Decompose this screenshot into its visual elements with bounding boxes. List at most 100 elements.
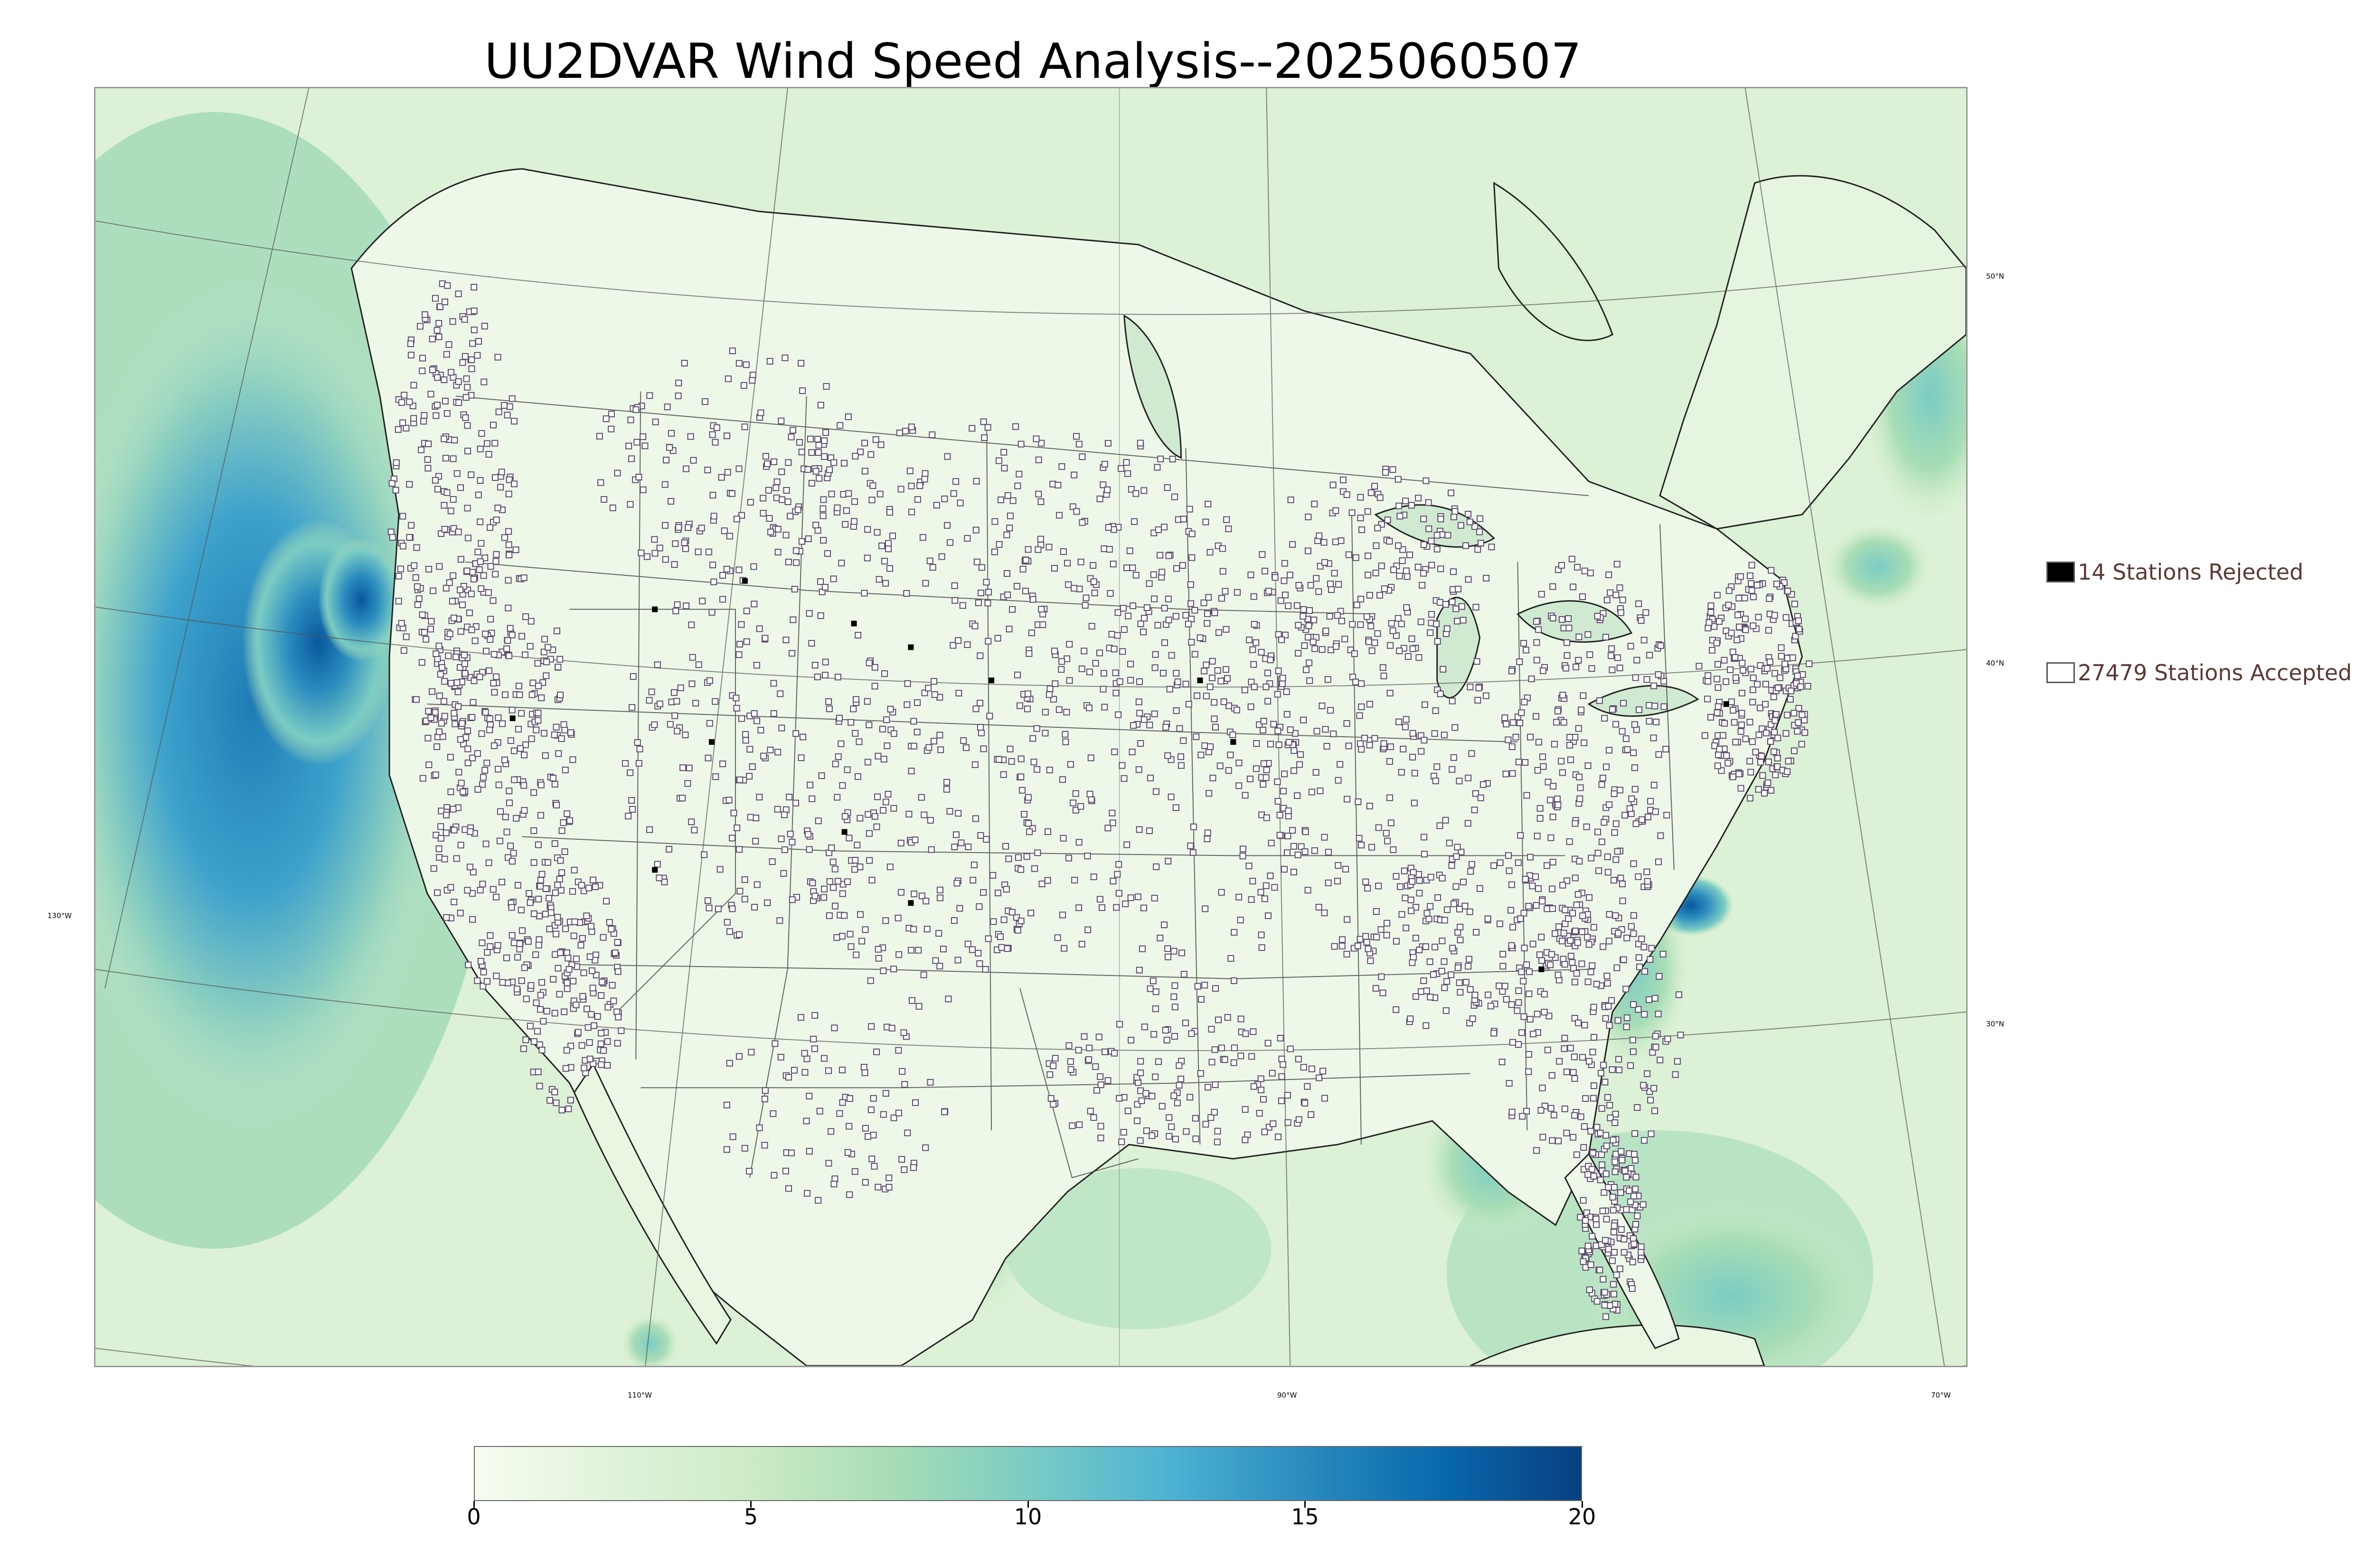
station-accepted xyxy=(1573,1151,1580,1158)
station-accepted xyxy=(1496,920,1503,928)
station-accepted xyxy=(535,941,542,948)
station-rejected xyxy=(652,867,658,873)
station-accepted xyxy=(1534,1011,1541,1018)
station-accepted xyxy=(424,456,431,463)
station-accepted xyxy=(806,1092,813,1099)
station-accepted xyxy=(1277,1034,1284,1042)
station-accepted xyxy=(1715,703,1722,710)
station-accepted xyxy=(1090,562,1097,569)
station-accepted xyxy=(477,477,484,484)
station-accepted xyxy=(479,939,486,947)
station-accepted xyxy=(1008,758,1015,765)
station-accepted xyxy=(1418,748,1425,755)
station-accepted xyxy=(981,434,988,441)
station-accepted xyxy=(1535,626,1542,633)
station-accepted xyxy=(1180,971,1187,978)
station-accepted xyxy=(1320,539,1328,546)
station-accepted xyxy=(841,912,848,919)
station-accepted xyxy=(861,590,868,597)
station-accepted xyxy=(1132,490,1140,497)
station-accepted xyxy=(944,453,951,460)
station-accepted xyxy=(1738,689,1745,696)
station-accepted xyxy=(823,383,830,390)
station-accepted xyxy=(1212,985,1219,992)
station-accepted xyxy=(646,697,653,704)
station-accepted xyxy=(742,731,749,738)
station-accepted xyxy=(1018,787,1026,794)
station-accepted xyxy=(1172,804,1179,811)
station-accepted xyxy=(1727,666,1734,673)
station-accepted xyxy=(1120,1129,1127,1136)
station-accepted xyxy=(1539,898,1546,905)
station-accepted xyxy=(485,589,492,596)
station-accepted xyxy=(1798,741,1805,748)
station-accepted xyxy=(1563,1129,1570,1136)
station-accepted xyxy=(951,582,958,589)
station-accepted xyxy=(1521,944,1528,951)
station-accepted xyxy=(1185,620,1192,628)
station-accepted xyxy=(1280,1061,1287,1068)
station-accepted xyxy=(1290,868,1297,875)
station-accepted xyxy=(818,772,825,779)
station-accepted xyxy=(1431,730,1438,737)
station-accepted xyxy=(1404,653,1412,660)
station-accepted xyxy=(1615,930,1622,937)
station-accepted xyxy=(1372,569,1379,576)
station-accepted xyxy=(1077,558,1084,565)
station-accepted xyxy=(800,733,807,741)
station-accepted xyxy=(735,651,743,658)
station-accepted xyxy=(754,881,761,888)
station-accepted xyxy=(1223,626,1230,633)
station-accepted xyxy=(1267,873,1274,879)
station-accepted xyxy=(651,550,659,557)
station-accepted xyxy=(826,705,833,713)
station-accepted xyxy=(1198,996,1205,1003)
station-accepted xyxy=(1597,1070,1604,1077)
station-accepted xyxy=(1374,630,1381,637)
station-accepted xyxy=(1379,664,1386,671)
station-accepted xyxy=(1520,640,1527,647)
station-accepted xyxy=(1076,1121,1083,1128)
station-accepted xyxy=(770,680,777,687)
station-accepted xyxy=(411,562,418,569)
station-accepted xyxy=(571,866,578,873)
station-accepted xyxy=(1517,915,1524,922)
station-accepted xyxy=(1551,741,1558,748)
station-accepted xyxy=(1044,877,1051,884)
station-accepted xyxy=(1311,500,1318,507)
station-accepted xyxy=(478,730,485,737)
station-accepted xyxy=(1503,721,1510,728)
station-accepted xyxy=(1201,667,1208,675)
station-accepted xyxy=(1157,934,1164,941)
station-accepted xyxy=(557,691,564,698)
station-accepted xyxy=(880,1111,887,1118)
station-accepted xyxy=(1187,842,1194,849)
station-accepted xyxy=(1630,1001,1637,1008)
station-accepted xyxy=(1778,653,1785,660)
station-accepted xyxy=(1705,619,1713,626)
station-accepted xyxy=(729,347,736,355)
station-accepted xyxy=(845,490,852,497)
station-accepted xyxy=(811,662,819,669)
station-accepted xyxy=(778,836,785,843)
station-accepted xyxy=(838,559,845,566)
station-accepted xyxy=(1065,1042,1073,1049)
station-accepted xyxy=(529,679,537,686)
station-accepted xyxy=(600,934,607,941)
station-accepted xyxy=(565,955,572,962)
station-accepted xyxy=(553,801,560,808)
station-accepted xyxy=(1449,945,1456,952)
station-accepted xyxy=(1635,600,1642,607)
station-accepted xyxy=(1331,570,1338,577)
station-accepted xyxy=(403,424,410,432)
station-accepted xyxy=(778,724,785,732)
station-accepted xyxy=(1508,881,1515,888)
station-accepted xyxy=(539,679,546,686)
station-accepted xyxy=(625,813,632,820)
station-accepted xyxy=(1432,943,1439,950)
station-accepted xyxy=(908,482,915,489)
station-accepted xyxy=(1294,851,1301,858)
station-accepted xyxy=(1606,938,1613,945)
station-accepted xyxy=(1518,709,1525,716)
station-accepted xyxy=(555,750,562,757)
